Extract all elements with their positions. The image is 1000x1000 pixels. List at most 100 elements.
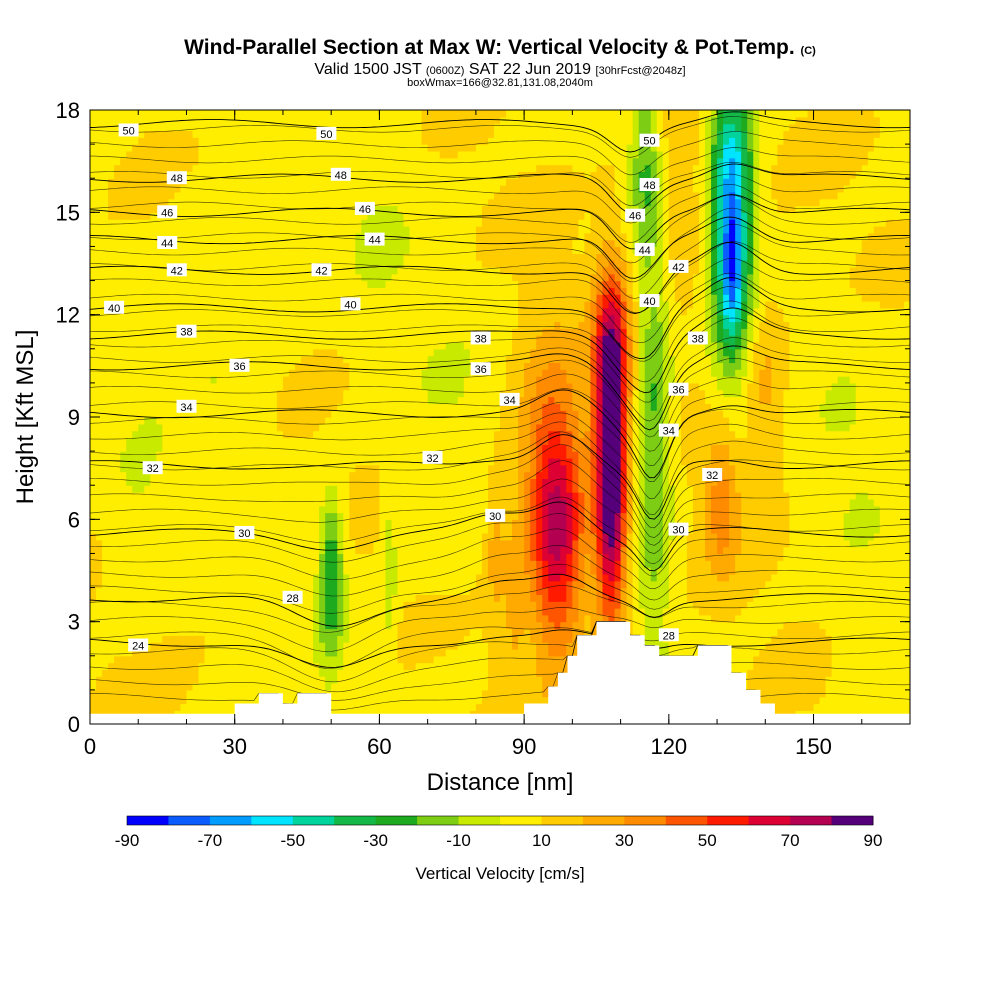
w-cell: [469, 614, 477, 623]
w-cell: [783, 662, 791, 671]
w-cell: [102, 505, 109, 514]
w-cell: [246, 601, 254, 609]
w-cell: [307, 498, 314, 507]
w-cell: [210, 655, 218, 664]
w-cell: [295, 635, 302, 643]
w-cell: [222, 567, 230, 575]
w-cell: [301, 492, 308, 500]
w-cell: [771, 669, 778, 677]
w-cell: [542, 498, 549, 507]
w-cell: [843, 669, 851, 677]
w-cell: [692, 553, 700, 561]
w-cell: [548, 628, 555, 636]
w-cell: [753, 519, 760, 527]
w-cell: [548, 505, 555, 514]
w-cell: [469, 696, 477, 705]
w-cell: [668, 478, 676, 486]
w-cell: [204, 608, 212, 616]
w-cell: [777, 703, 784, 711]
w-cell: [861, 560, 869, 568]
w-cell: [891, 573, 899, 582]
w-cell: [150, 621, 157, 630]
w-cell: [819, 492, 827, 500]
w-cell: [813, 526, 821, 534]
w-cell: [409, 519, 417, 527]
w-cell: [759, 505, 766, 514]
w-cell: [108, 580, 115, 589]
w-cell: [771, 560, 778, 568]
w-cell: [753, 669, 760, 677]
w-cell: [270, 512, 278, 520]
w-cell: [735, 573, 742, 582]
w-cell: [879, 683, 887, 691]
w-cell: [295, 642, 302, 650]
w-cell: [138, 669, 145, 677]
w-cell: [861, 662, 869, 671]
w-cell: [385, 498, 393, 507]
w-cell: [638, 519, 646, 527]
w-cell: [524, 614, 531, 623]
w-cell: [379, 655, 387, 664]
w-cell: [102, 553, 109, 561]
w-cell: [186, 594, 194, 602]
w-cell: [361, 648, 368, 657]
w-cell: [222, 676, 230, 684]
w-cell: [174, 689, 182, 698]
w-cell: [512, 471, 519, 479]
w-cell: [536, 587, 543, 595]
w-cell: [542, 532, 549, 541]
w-cell: [210, 662, 218, 671]
w-cell: [819, 696, 827, 705]
w-cell: [783, 594, 791, 602]
w-cell: [270, 560, 278, 568]
w-cell: [759, 689, 766, 698]
w-cell: [90, 648, 97, 657]
w-cell: [686, 485, 694, 493]
w-cell: [180, 539, 188, 548]
w-cell: [301, 655, 308, 664]
w-cell: [518, 648, 525, 657]
w-cell: [216, 594, 224, 602]
w-cell: [391, 505, 399, 514]
w-cell: [222, 539, 230, 548]
w-cell: [264, 498, 272, 507]
w-cell: [813, 614, 821, 623]
w-cell: [596, 594, 604, 602]
w-cell: [96, 471, 103, 479]
w-cell: [590, 539, 598, 548]
w-cell: [138, 498, 145, 507]
w-cell: [264, 621, 272, 630]
w-cell: [457, 683, 465, 691]
w-cell: [680, 601, 688, 609]
w-cell: [258, 669, 266, 677]
w-cell: [391, 683, 399, 691]
w-cell: [264, 635, 272, 643]
w-cell: [252, 608, 260, 616]
w-cell: [469, 594, 477, 602]
w-cell: [186, 621, 194, 630]
w-cell: [415, 669, 423, 677]
w-cell: [542, 553, 549, 561]
w-cell: [487, 478, 495, 486]
w-cell: [216, 567, 224, 575]
w-cell: [234, 628, 242, 636]
w-cell: [795, 580, 803, 589]
w-cell: [771, 498, 778, 507]
w-cell: [319, 587, 326, 595]
w-cell: [614, 546, 622, 555]
w-cell: [548, 471, 555, 479]
w-cell: [325, 492, 332, 500]
w-cell: [843, 553, 851, 561]
w-cell: [463, 696, 471, 705]
w-cell: [343, 485, 350, 493]
w-cell: [162, 498, 169, 507]
w-cell: [361, 485, 368, 493]
w-cell: [662, 621, 670, 630]
w-cell: [741, 505, 748, 514]
w-cell: [500, 621, 507, 630]
w-cell: [132, 587, 139, 595]
w-cell: [867, 567, 875, 575]
w-cell: [861, 478, 869, 486]
w-cell: [319, 553, 326, 561]
w-cell: [867, 689, 875, 698]
